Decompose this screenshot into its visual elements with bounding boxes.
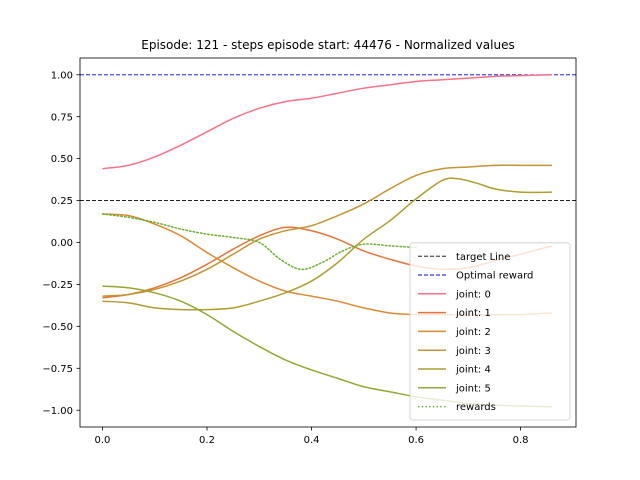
y-tick-label: −1.00 — [42, 406, 73, 417]
legend-label-optimal-reward: Optimal reward — [456, 271, 533, 282]
legend-label-target-line: target Line — [456, 252, 510, 263]
series-joint-4 — [102, 177, 552, 311]
chart-title: Episode: 121 - steps episode start: 4447… — [141, 38, 514, 52]
y-tick-label: 0.75 — [51, 112, 73, 123]
x-tick-label: 0.0 — [95, 435, 111, 446]
y-tick-label: 1.00 — [51, 70, 73, 81]
y-tick-label: 0.50 — [51, 154, 73, 165]
legend-label-joint-5: joint: 5 — [455, 383, 491, 394]
y-tick-label: −0.50 — [42, 322, 73, 333]
legend: target Line Optimal reward joint: 0 joint: … — [409, 242, 571, 421]
x-tick-label: 0.4 — [304, 435, 320, 446]
x-tick-label: 0.8 — [513, 435, 529, 446]
legend-label-joint-2: joint: 2 — [455, 327, 491, 338]
y-tick-label: 0.00 — [51, 238, 73, 249]
legend-label-joint-4: joint: 4 — [455, 365, 491, 376]
y-tick-label: −0.25 — [42, 280, 73, 291]
y-tick-label: −0.75 — [42, 364, 73, 375]
series-joint-3 — [102, 164, 552, 297]
x-tick-label: 0.6 — [408, 435, 424, 446]
legend-label-joint-0: joint: 0 — [455, 289, 491, 300]
x-tick-label: 0.2 — [199, 435, 215, 446]
axes: 0.0 0.2 0.4 0.6 0.8 1.00 0.75 0.50 0.25 0.00 −0.25… — [42, 57, 577, 446]
legend-label-rewards: rewards — [456, 402, 496, 413]
y-tick-label: 0.25 — [51, 196, 73, 207]
legend-box — [409, 242, 571, 421]
series-rewards — [101, 213, 417, 271]
legend-label-joint-1: joint: 1 — [455, 308, 491, 319]
legend-label-joint-3: joint: 3 — [455, 346, 491, 357]
series-joint-0 — [102, 74, 552, 170]
reference-lines — [80, 74, 576, 202]
